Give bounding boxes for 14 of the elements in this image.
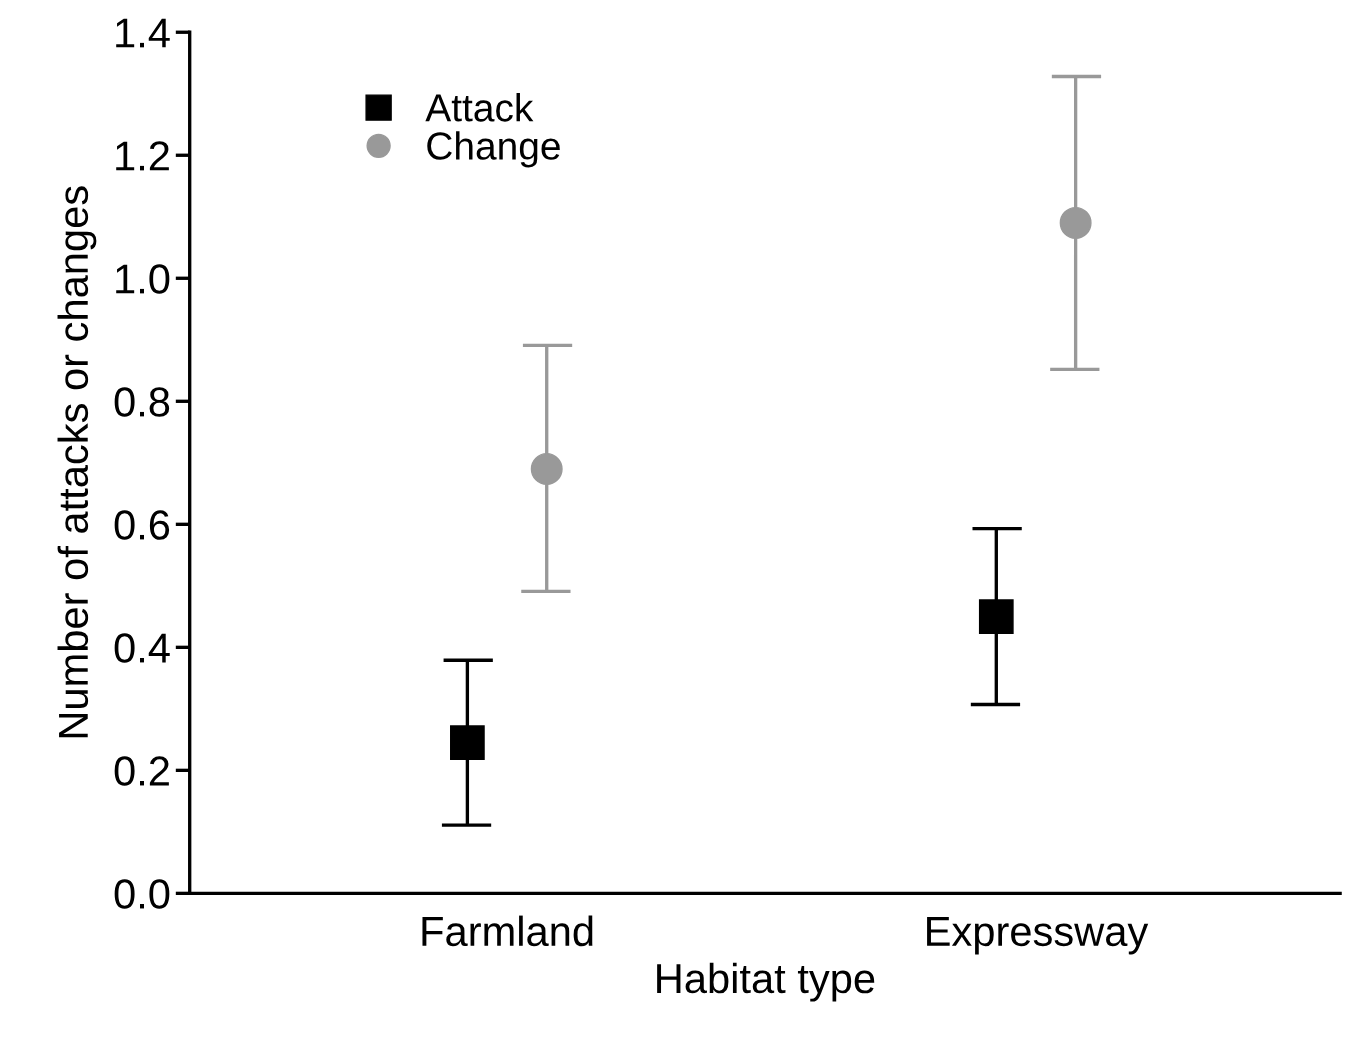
y-tick-label: 0.6 <box>114 510 170 540</box>
y-tick-label: 1.2 <box>116 141 169 171</box>
legend-label: Attack <box>425 93 534 122</box>
y-tick-label: 0.0 <box>114 879 170 909</box>
y-tick-label: 0.2 <box>114 756 169 786</box>
x-axis-title: Habitat type <box>657 962 875 1002</box>
x-tick-label: Farmland <box>422 915 593 947</box>
y-tick-label: 0.8 <box>114 387 170 417</box>
legend-label: Change <box>427 131 560 168</box>
y-tick-label: 0.4 <box>114 633 170 663</box>
x-tick-label: Expressway <box>927 917 1149 955</box>
y-tick-label: 1.0 <box>116 264 170 294</box>
y-tick-label: 1.4 <box>116 18 170 48</box>
y-axis-title: Number of attacks or changes <box>57 186 97 738</box>
